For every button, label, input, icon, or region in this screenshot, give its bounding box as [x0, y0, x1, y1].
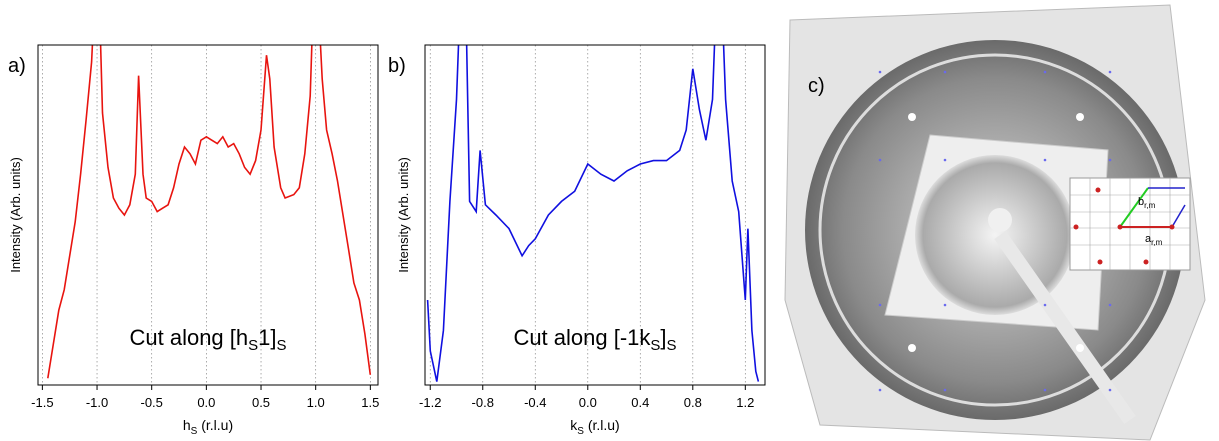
x-axis-label: kS (r.l.u) [570, 417, 619, 437]
x-tick-label: 0.4 [631, 395, 649, 410]
annotation-part: Cut along [h [129, 325, 248, 350]
annotation: Cut along [hS1]S [129, 325, 286, 354]
plot-frame [37, 44, 379, 386]
x-axis-label-part: S [577, 426, 584, 437]
x-tick-label: -0.4 [524, 395, 546, 410]
x-tick-label: 0.0 [197, 395, 215, 410]
image-label: ar,m [1145, 233, 1163, 247]
y-axis-label: Intensity (Arb. units) [8, 157, 23, 273]
annotation-part: S [650, 337, 660, 354]
x-tick-label: -1.5 [31, 395, 53, 410]
x-tick-label: 0.5 [252, 395, 270, 410]
plot-frame [424, 44, 766, 386]
panel-label: c) [808, 75, 825, 97]
x-tick-label: -0.5 [140, 395, 162, 410]
data-line [47, 45, 372, 379]
annotation-part: Cut along [-1k [513, 325, 651, 350]
x-tick-label: 1.0 [307, 395, 325, 410]
y-axis-label: Intensity (Arb. units) [396, 157, 411, 273]
x-axis-label-part: h [183, 417, 191, 433]
annotation-part: 1] [258, 325, 276, 350]
x-axis-label: hS (r.l.u) [183, 417, 233, 437]
x-tick-label: -1.0 [86, 395, 108, 410]
diffraction-image: br,m ar,m [784, 4, 1206, 441]
x-tick-label: 0.8 [684, 395, 702, 410]
x-axis-label-part: (r.l.u) [197, 417, 233, 433]
annotation-part: ] [660, 325, 666, 350]
x-axis-label-part: k [570, 417, 578, 433]
annotation-part: S [248, 337, 258, 354]
annotation: Cut along [-1kS]S [513, 325, 676, 354]
x-tick-label: -1.2 [419, 395, 441, 410]
x-tick-label: 0.0 [579, 395, 597, 410]
x-tick-label: 1.5 [361, 395, 379, 410]
annotation-part: S [667, 337, 677, 354]
image-label: br,m [1138, 196, 1156, 210]
annotation-part: S [277, 337, 287, 354]
x-axis-label-part: S [191, 426, 198, 437]
data-line [426, 45, 760, 382]
x-tick-label: -0.8 [472, 395, 494, 410]
panel-label: a) [8, 55, 26, 77]
x-axis-label-part: (r.l.u) [584, 417, 620, 433]
panel-label: b) [388, 55, 406, 77]
x-tick-label: 1.2 [736, 395, 754, 410]
